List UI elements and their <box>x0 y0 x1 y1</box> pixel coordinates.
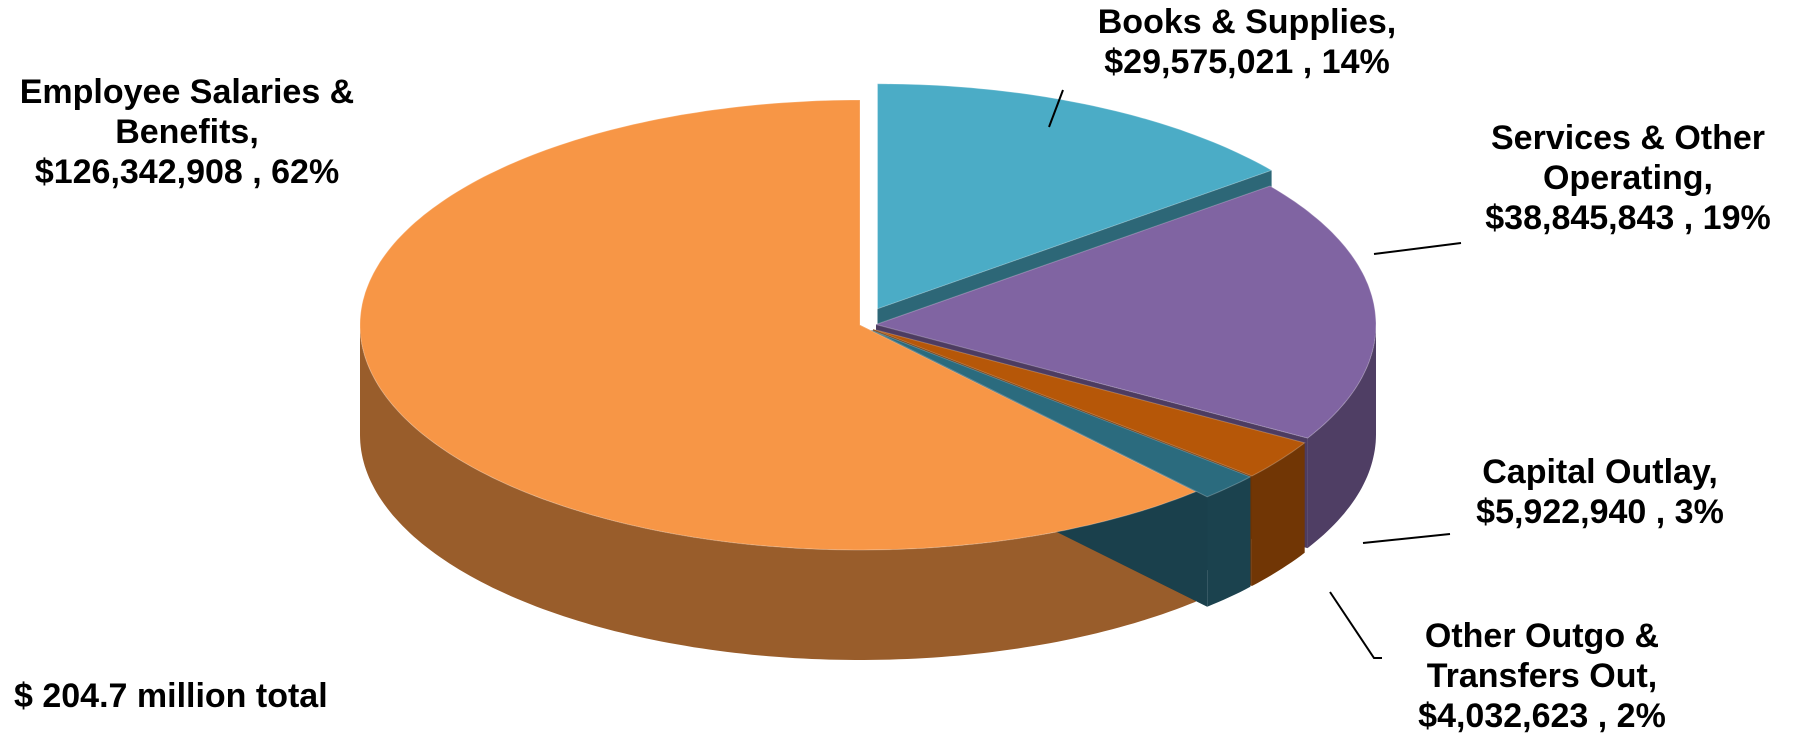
value-label: $29,575,021 , 14% <box>1104 43 1390 81</box>
value-label: $4,032,623 , 2% <box>1418 697 1666 735</box>
leader-line <box>1329 591 1382 659</box>
slice-top <box>871 329 1252 498</box>
pie <box>359 83 1377 660</box>
category-label: Services & Other Operating, <box>1490 119 1766 197</box>
slice-top <box>359 99 1197 551</box>
value-label: $38,845,843 , 19% <box>1485 199 1771 237</box>
category-label: Employee Salaries & Benefits, <box>19 73 355 151</box>
slice-side <box>1207 476 1251 607</box>
slice-side <box>360 325 1196 660</box>
category-label: Capital Outlay, <box>1482 453 1718 491</box>
value-label: $126,342,908 , 62% <box>34 153 340 191</box>
slice-top <box>877 83 1273 310</box>
slice-label: Capital Outlay, $5,922,940 , 3% <box>1400 452 1800 532</box>
slice-top <box>874 185 1377 439</box>
category-label: Other Outgo & Transfers Out, <box>1424 617 1660 695</box>
slice-label: Services & Other Operating, $38,845,843 ,… <box>1458 118 1798 238</box>
value-label: $5,922,940 , 3% <box>1476 493 1724 531</box>
category-label: Books & Supplies, <box>1097 3 1397 41</box>
slice-side <box>1307 324 1376 549</box>
total-note: $ 204.7 million total <box>14 677 328 715</box>
slice-label: Books & Supplies, $29,575,021 , 14% <box>1047 2 1447 82</box>
slice-label: Other Outgo & Transfers Out, $4,032,623 ,… <box>1392 616 1692 736</box>
leader-line <box>1048 89 1064 128</box>
leader-line <box>1362 533 1451 544</box>
leader-line <box>1373 242 1462 255</box>
slice-top <box>872 328 1306 477</box>
slice-label: Employee Salaries & Benefits, $126,342,90… <box>2 72 372 192</box>
slice-side <box>1251 442 1305 586</box>
